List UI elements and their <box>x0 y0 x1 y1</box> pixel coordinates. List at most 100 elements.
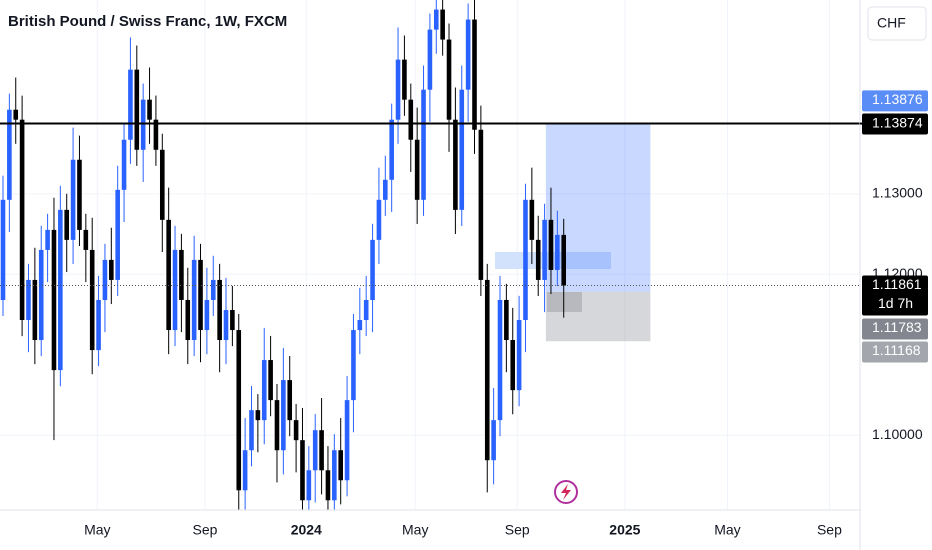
candle-body <box>287 380 293 421</box>
candle-body <box>58 209 63 371</box>
x-tick-label: Sep <box>505 522 530 538</box>
candle-body <box>109 259 114 280</box>
candle-body <box>236 330 242 491</box>
candle-body <box>134 69 140 150</box>
candle-body <box>45 229 50 250</box>
candle-body <box>491 420 496 461</box>
candle-body <box>121 139 127 190</box>
x-tick-label: May <box>84 522 110 538</box>
candle-body <box>38 249 44 341</box>
candle-body <box>497 299 503 421</box>
candle-body <box>140 99 146 150</box>
grid <box>0 0 860 510</box>
candle-body <box>204 299 210 331</box>
zone-box <box>547 292 582 312</box>
candle-body <box>261 360 267 421</box>
candle-body <box>293 420 299 441</box>
candle-body <box>338 450 343 481</box>
candle-body <box>363 299 369 320</box>
candle-body <box>383 179 388 200</box>
candle-body <box>96 299 101 351</box>
candle-body <box>300 440 305 501</box>
candle-body <box>440 9 445 40</box>
currency-label[interactable]: CHF <box>877 15 906 31</box>
candle-body <box>535 239 541 280</box>
price-labels: 1.13876 1.13874 1.11861 1d 7h 1.11783 1.11168 <box>862 90 928 363</box>
candle-body <box>89 249 95 351</box>
candle-body <box>555 234 560 270</box>
y-tick-label: 1.13000 <box>872 185 923 201</box>
candle-body <box>102 259 108 300</box>
candle-body <box>542 219 547 280</box>
candle-body <box>7 109 12 200</box>
candle-body <box>357 319 363 331</box>
candle-body <box>242 450 248 491</box>
stop-label-bg <box>862 341 928 363</box>
candle-body <box>83 229 89 250</box>
candle-body <box>77 159 82 230</box>
candle-body <box>402 59 407 100</box>
candle-body <box>306 470 312 501</box>
candle-body <box>389 119 394 180</box>
candle-body <box>185 299 191 341</box>
currency-button[interactable] <box>867 6 927 41</box>
last-price-label: 1.11861 <box>872 276 922 292</box>
stop-label: 1.11168 <box>872 342 921 358</box>
candle-body <box>529 199 535 240</box>
y-tick-label: 1.10000 <box>872 426 923 442</box>
candle-body <box>115 189 120 280</box>
x-tick-label: May <box>402 522 428 538</box>
candle-body <box>249 410 254 451</box>
candle-body <box>548 219 554 270</box>
plot-area <box>0 0 860 510</box>
hline-label-bg <box>862 113 928 135</box>
target-label-bg <box>862 90 928 112</box>
candle-body <box>217 279 222 341</box>
candle-body <box>268 360 273 401</box>
candle-body <box>484 279 490 461</box>
candle-body <box>504 299 509 341</box>
candle-body <box>274 400 280 451</box>
lightning-icon <box>554 480 578 504</box>
candle-body <box>446 39 452 120</box>
candle-body <box>370 239 375 300</box>
candle-body <box>147 99 152 120</box>
x-tick-label: 2025 <box>609 522 640 538</box>
last-price-label-bg <box>862 275 928 316</box>
candle-body <box>478 129 484 280</box>
x-tick-label: Sep <box>193 522 218 538</box>
candle-body <box>191 259 197 341</box>
entry-label-bg <box>862 318 928 340</box>
entry-label: 1.11783 <box>872 319 922 335</box>
candle-body <box>51 229 57 371</box>
candle-body <box>561 234 567 286</box>
candle-body <box>230 310 235 331</box>
candle-body <box>32 279 38 341</box>
target-label: 1.13876 <box>872 91 923 107</box>
candle-body <box>128 69 133 140</box>
last-price-label-sub: 1d 7h <box>878 295 913 311</box>
candle-body <box>523 199 528 320</box>
candle-body <box>26 279 31 320</box>
x-tick-label: May <box>714 522 740 538</box>
candle-body <box>376 199 382 240</box>
hline-label: 1.13874 <box>872 114 923 130</box>
candle-body <box>427 29 433 90</box>
candle-body <box>64 209 70 240</box>
candle-body <box>166 219 171 331</box>
candle-body <box>351 330 356 401</box>
candle-body <box>198 259 203 331</box>
candle-body <box>421 89 426 200</box>
candle-body <box>0 199 6 300</box>
candle-body <box>255 410 261 421</box>
candle-body <box>179 249 184 300</box>
candle-body <box>344 400 350 481</box>
candle-body <box>19 119 25 320</box>
candle-body <box>159 149 165 220</box>
candle-body <box>153 119 159 150</box>
candle-body <box>210 279 216 300</box>
candle-body <box>172 249 178 331</box>
candle-body <box>510 340 516 391</box>
